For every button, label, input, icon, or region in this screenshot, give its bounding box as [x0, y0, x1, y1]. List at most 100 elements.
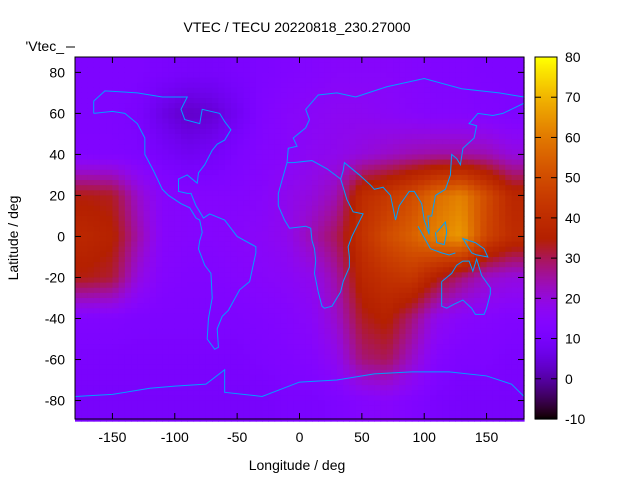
heatmap-cell [224, 82, 232, 89]
heatmap-cell [311, 144, 319, 150]
heatmap-cell [143, 369, 151, 376]
heatmap-cell [255, 62, 263, 68]
heatmap-cell [162, 390, 170, 397]
heatmap-cell [480, 169, 488, 176]
heatmap-cell [237, 410, 244, 417]
heatmap-cell [368, 195, 375, 202]
heatmap-cell [436, 313, 444, 320]
heatmap-cell [442, 308, 450, 314]
heatmap-cell [124, 215, 132, 222]
heatmap-cell [324, 62, 332, 68]
heatmap-cell [187, 108, 195, 115]
heatmap-cell [243, 405, 251, 412]
heatmap-cell [318, 339, 326, 345]
heatmap-cell [424, 128, 432, 135]
heatmap-cell [162, 98, 170, 104]
heatmap-cell [262, 308, 269, 314]
heatmap-cell [143, 308, 151, 314]
heatmap-cell [399, 180, 407, 186]
heatmap-cell [417, 251, 425, 258]
heatmap-cell [168, 323, 176, 330]
heatmap-cell [424, 303, 432, 309]
heatmap-cell [243, 103, 251, 109]
heatmap-cell [492, 118, 500, 125]
heatmap-cell [75, 251, 82, 258]
heatmap-cell [299, 313, 307, 320]
heatmap-cell [262, 82, 269, 89]
heatmap-cell [243, 236, 251, 243]
heatmap-cell [212, 144, 220, 150]
heatmap-cell [343, 308, 350, 314]
heatmap-cell [455, 169, 463, 176]
heatmap-cell [311, 231, 319, 238]
heatmap-cell [156, 390, 163, 397]
heatmap-cell [311, 272, 319, 279]
heatmap-cell [224, 333, 232, 340]
heatmap-cell [299, 149, 307, 156]
heatmap-cell [287, 108, 294, 115]
heatmap-cell [424, 267, 432, 273]
heatmap-cell [99, 154, 107, 161]
heatmap-cell [318, 133, 326, 140]
heatmap-cell [380, 205, 388, 212]
heatmap-cell [480, 318, 488, 325]
heatmap-cell [368, 364, 375, 371]
heatmap-cell [262, 251, 269, 258]
heatmap-cell [81, 241, 89, 248]
heatmap-cell [467, 87, 475, 94]
heatmap-cell [293, 185, 301, 191]
heatmap-cell [181, 297, 188, 304]
heatmap-cell [336, 328, 344, 335]
heatmap-cell [343, 333, 350, 340]
heatmap-cell [205, 231, 213, 238]
heatmap-cell [430, 374, 438, 381]
heatmap-cell [436, 164, 444, 171]
heatmap-cell [467, 103, 475, 109]
heatmap-cell [237, 318, 244, 325]
heatmap-cell [106, 149, 114, 156]
heatmap-cell [355, 133, 363, 140]
heatmap-cell [486, 333, 494, 340]
heatmap-cell [343, 385, 350, 391]
heatmap-cell [131, 282, 138, 289]
heatmap-cell [224, 180, 232, 186]
heatmap-cell [168, 339, 176, 345]
heatmap-cell [230, 195, 238, 202]
heatmap-cell [87, 87, 95, 94]
heatmap-cell [174, 251, 182, 258]
heatmap-cell [442, 133, 450, 140]
heatmap-cell [162, 251, 170, 258]
heatmap-cell [81, 57, 89, 63]
heatmap-cell [449, 297, 457, 304]
heatmap-cell [87, 231, 95, 238]
heatmap-cell [99, 380, 107, 386]
heatmap-cell [430, 118, 438, 125]
heatmap-cell [249, 164, 257, 171]
heatmap-cell [268, 395, 276, 402]
heatmap-cell [280, 180, 288, 186]
heatmap-cell [399, 282, 407, 289]
heatmap-cell [230, 72, 238, 79]
heatmap-cell [199, 154, 207, 161]
heatmap-cell [324, 144, 332, 150]
heatmap-cell [411, 82, 419, 89]
heatmap-cell [492, 159, 500, 166]
heatmap-cell [237, 67, 244, 73]
heatmap-cell [505, 313, 513, 320]
heatmap-cell [124, 354, 132, 361]
heatmap-cell [137, 154, 145, 161]
heatmap-cell [230, 313, 238, 320]
heatmap-cell [417, 318, 425, 325]
heatmap-cell [93, 139, 101, 145]
heatmap-cell [355, 390, 363, 397]
heatmap-cell [511, 82, 519, 89]
heatmap-cell [199, 333, 207, 340]
heatmap-cell [93, 308, 101, 314]
heatmap-cell [81, 390, 89, 397]
heatmap-cell [106, 405, 114, 412]
heatmap-cell [249, 123, 257, 130]
heatmap-cell [305, 277, 313, 284]
heatmap-cell [212, 262, 220, 268]
heatmap-cell [268, 72, 276, 79]
heatmap-cell [499, 359, 506, 366]
